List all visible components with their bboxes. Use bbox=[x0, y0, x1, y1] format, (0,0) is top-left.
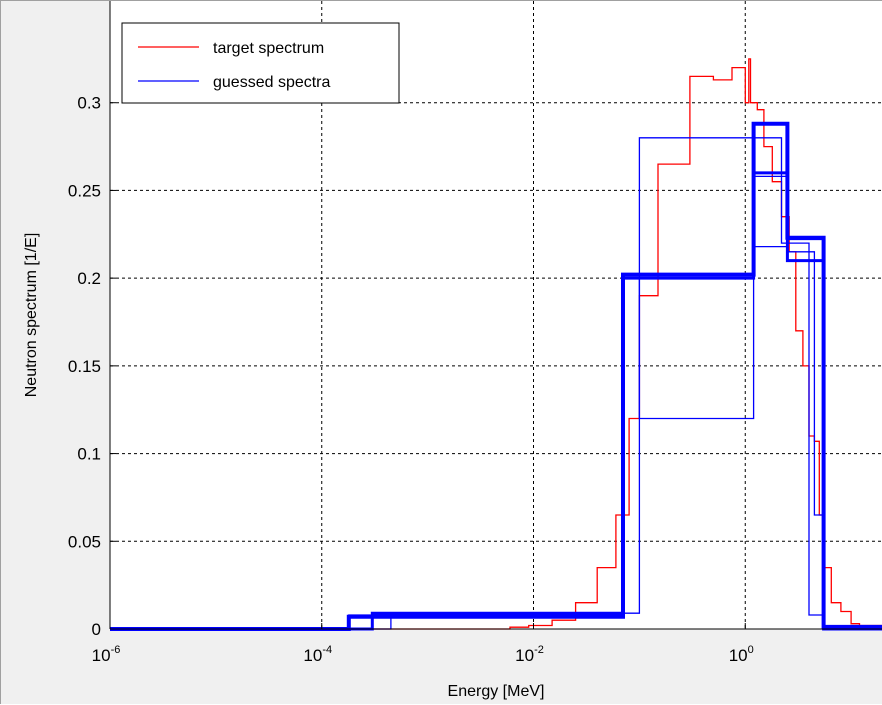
legend: target spectrum guessed spectra bbox=[121, 22, 400, 104]
legend-box bbox=[121, 22, 400, 104]
legend-label: target spectrum bbox=[213, 40, 324, 57]
x-tick-base: 10 bbox=[515, 646, 534, 665]
x-tick-exponent: 0 bbox=[748, 644, 754, 656]
x-tick-label: 10-6 bbox=[92, 644, 121, 665]
y-tick-label: 0.05 bbox=[68, 532, 101, 551]
x-tick-base: 10 bbox=[729, 646, 748, 665]
x-tick-label: 100 bbox=[729, 644, 754, 665]
y-axis-label: Neutron spectrum [1/E] bbox=[23, 233, 40, 398]
x-tick-base: 10 bbox=[92, 646, 111, 665]
y-tick-label: 0.3 bbox=[77, 94, 101, 113]
y-tick-label: 0.1 bbox=[77, 445, 101, 464]
x-tick-exponent: -4 bbox=[322, 644, 332, 656]
axes bbox=[109, 1, 882, 630]
x-tick-exponent: -6 bbox=[111, 644, 121, 656]
series-line-5 bbox=[110, 137, 882, 630]
x-tick-base: 10 bbox=[303, 646, 322, 665]
x-tick-exponent: -2 bbox=[534, 644, 544, 656]
y-tick-label: 0.25 bbox=[68, 181, 101, 200]
series-layer bbox=[110, 58, 882, 631]
legend-label: guessed spectra bbox=[213, 74, 331, 91]
series-line-4 bbox=[110, 137, 882, 630]
y-tick-label: 0.2 bbox=[77, 269, 101, 288]
x-axis-label: Energy [MeV] bbox=[448, 683, 545, 700]
x-tick-label: 10-2 bbox=[515, 644, 544, 665]
y-tick-label: 0 bbox=[92, 620, 101, 639]
x-tick-label: 10-4 bbox=[303, 644, 332, 665]
y-tick-label: 0.15 bbox=[68, 357, 101, 376]
